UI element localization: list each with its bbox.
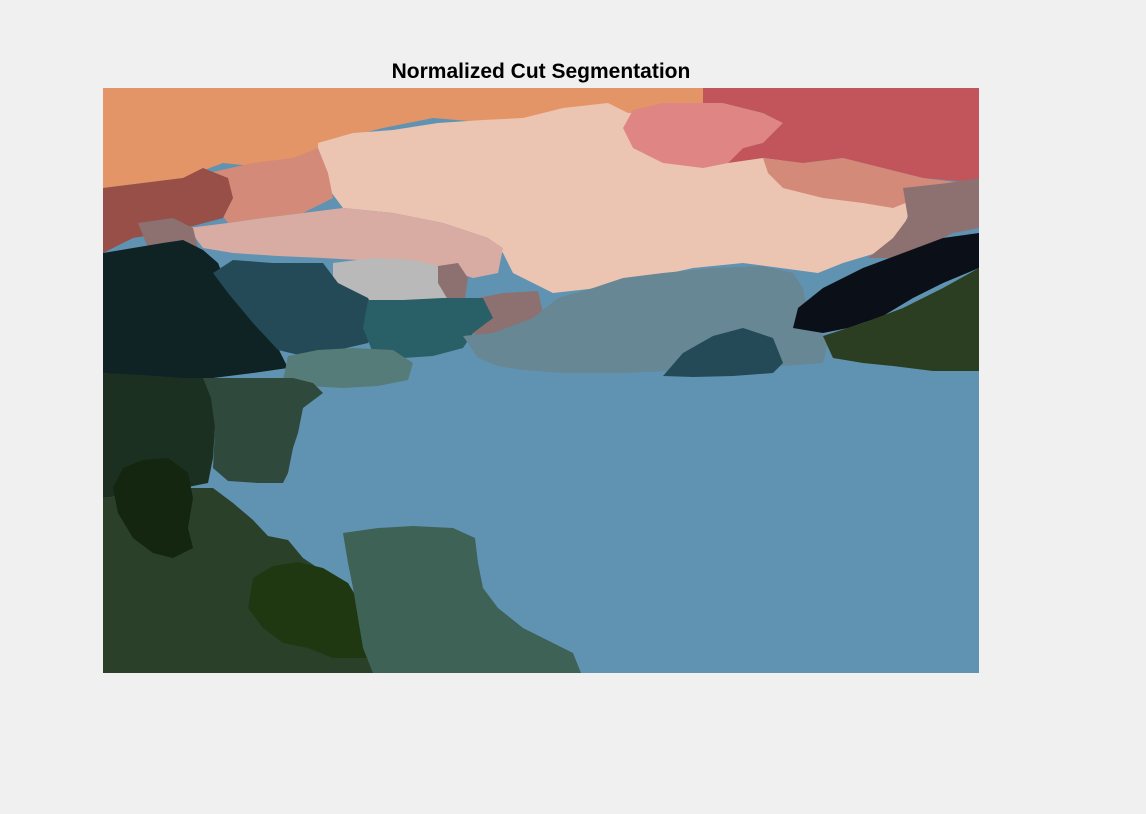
segment-sky-light-pink	[188, 208, 503, 278]
segment-mountain-brown-red	[103, 168, 233, 253]
segment-forest-moss	[248, 562, 373, 658]
segment-forest-gray-green	[343, 526, 581, 673]
segment-sky-mauve	[868, 178, 979, 258]
segment-mountain-sage	[283, 348, 413, 388]
segment-mountain-dark-teal	[103, 240, 288, 378]
segment-sky-red	[703, 88, 979, 183]
segmentation-image	[103, 88, 979, 673]
segment-forest-mid-green	[203, 378, 323, 483]
segment-mountain-mauve-center	[438, 263, 468, 300]
segment-forest-deep-green	[113, 458, 193, 558]
segment-mountain-mid-teal	[363, 298, 493, 358]
segmentation-image-canvas	[103, 88, 979, 673]
segment-mountain-dark-teal-hill	[663, 328, 783, 377]
segment-sky-dusty-rose-left	[208, 148, 333, 223]
segment-mountain-teal	[213, 260, 378, 356]
figure-title: Normalized Cut Segmentation	[391, 60, 691, 83]
segment-mountain-black	[793, 233, 979, 333]
segment-mountain-gray	[333, 258, 463, 303]
segment-sky-salmon	[623, 103, 783, 168]
segment-shore-dark-green	[823, 268, 979, 371]
segment-mountain-mauve-center-2	[468, 291, 543, 338]
